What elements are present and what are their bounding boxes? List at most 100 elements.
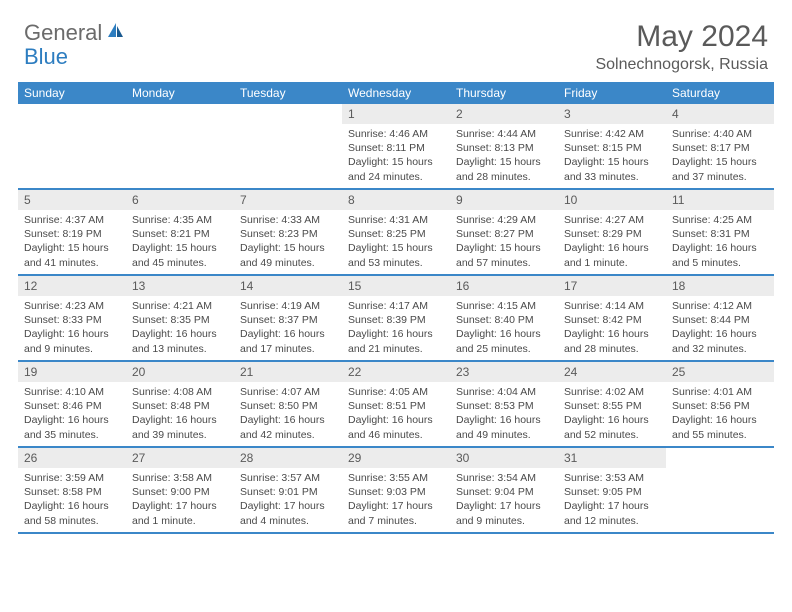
sunset-text: Sunset: 8:51 PM (348, 399, 444, 413)
daylight-text: Daylight: 16 hours and 39 minutes. (132, 413, 228, 441)
day-header-sun: Sunday (18, 82, 126, 104)
day-info: Sunrise: 3:58 AMSunset: 9:00 PMDaylight:… (126, 468, 234, 532)
day-cell (234, 104, 342, 188)
sunset-text: Sunset: 9:05 PM (564, 485, 660, 499)
day-number: 2 (450, 104, 558, 124)
daylight-text: Daylight: 16 hours and 32 minutes. (672, 327, 768, 355)
day-number: 27 (126, 448, 234, 468)
day-info: Sunrise: 4:04 AMSunset: 8:53 PMDaylight:… (450, 382, 558, 446)
day-info: Sunrise: 4:17 AMSunset: 8:39 PMDaylight:… (342, 296, 450, 360)
sunrise-text: Sunrise: 3:57 AM (240, 471, 336, 485)
sunset-text: Sunset: 9:00 PM (132, 485, 228, 499)
day-header-thu: Thursday (450, 82, 558, 104)
week-row: 19Sunrise: 4:10 AMSunset: 8:46 PMDayligh… (18, 362, 774, 448)
day-number: 25 (666, 362, 774, 382)
sunset-text: Sunset: 8:23 PM (240, 227, 336, 241)
day-info: Sunrise: 4:33 AMSunset: 8:23 PMDaylight:… (234, 210, 342, 274)
day-cell: 28Sunrise: 3:57 AMSunset: 9:01 PMDayligh… (234, 448, 342, 532)
daylight-text: Daylight: 15 hours and 28 minutes. (456, 155, 552, 183)
day-info: Sunrise: 4:07 AMSunset: 8:50 PMDaylight:… (234, 382, 342, 446)
brand-text-1: General (24, 20, 102, 46)
brand-text-2: Blue (24, 44, 68, 69)
sunrise-text: Sunrise: 4:14 AM (564, 299, 660, 313)
day-number: 26 (18, 448, 126, 468)
day-cell: 6Sunrise: 4:35 AMSunset: 8:21 PMDaylight… (126, 190, 234, 274)
day-cell: 7Sunrise: 4:33 AMSunset: 8:23 PMDaylight… (234, 190, 342, 274)
daylight-text: Daylight: 16 hours and 55 minutes. (672, 413, 768, 441)
daylight-text: Daylight: 15 hours and 37 minutes. (672, 155, 768, 183)
sunrise-text: Sunrise: 4:17 AM (348, 299, 444, 313)
daylight-text: Daylight: 17 hours and 9 minutes. (456, 499, 552, 527)
sunrise-text: Sunrise: 4:25 AM (672, 213, 768, 227)
day-number: 21 (234, 362, 342, 382)
sunset-text: Sunset: 8:56 PM (672, 399, 768, 413)
sunrise-text: Sunrise: 4:15 AM (456, 299, 552, 313)
day-cell: 15Sunrise: 4:17 AMSunset: 8:39 PMDayligh… (342, 276, 450, 360)
day-number: 17 (558, 276, 666, 296)
day-number: 16 (450, 276, 558, 296)
sunset-text: Sunset: 8:11 PM (348, 141, 444, 155)
day-cell: 20Sunrise: 4:08 AMSunset: 8:48 PMDayligh… (126, 362, 234, 446)
sunset-text: Sunset: 8:35 PM (132, 313, 228, 327)
sunset-text: Sunset: 8:39 PM (348, 313, 444, 327)
day-number: 23 (450, 362, 558, 382)
day-info: Sunrise: 4:44 AMSunset: 8:13 PMDaylight:… (450, 124, 558, 188)
day-cell: 1Sunrise: 4:46 AMSunset: 8:11 PMDaylight… (342, 104, 450, 188)
sunrise-text: Sunrise: 4:07 AM (240, 385, 336, 399)
day-info: Sunrise: 3:53 AMSunset: 9:05 PMDaylight:… (558, 468, 666, 532)
day-info: Sunrise: 4:35 AMSunset: 8:21 PMDaylight:… (126, 210, 234, 274)
daylight-text: Daylight: 16 hours and 42 minutes. (240, 413, 336, 441)
daylight-text: Daylight: 15 hours and 45 minutes. (132, 241, 228, 269)
daylight-text: Daylight: 15 hours and 41 minutes. (24, 241, 120, 269)
sunset-text: Sunset: 8:50 PM (240, 399, 336, 413)
day-cell: 12Sunrise: 4:23 AMSunset: 8:33 PMDayligh… (18, 276, 126, 360)
day-info: Sunrise: 4:14 AMSunset: 8:42 PMDaylight:… (558, 296, 666, 360)
sunset-text: Sunset: 8:58 PM (24, 485, 120, 499)
week-row: 5Sunrise: 4:37 AMSunset: 8:19 PMDaylight… (18, 190, 774, 276)
sunset-text: Sunset: 9:01 PM (240, 485, 336, 499)
day-info: Sunrise: 4:01 AMSunset: 8:56 PMDaylight:… (666, 382, 774, 446)
title-block: May 2024 Solnechnogorsk, Russia (595, 20, 768, 74)
day-cell: 21Sunrise: 4:07 AMSunset: 8:50 PMDayligh… (234, 362, 342, 446)
day-number: 12 (18, 276, 126, 296)
sunrise-text: Sunrise: 4:37 AM (24, 213, 120, 227)
day-number: 22 (342, 362, 450, 382)
location-label: Solnechnogorsk, Russia (595, 56, 768, 74)
sunrise-text: Sunrise: 3:55 AM (348, 471, 444, 485)
week-row: 1Sunrise: 4:46 AMSunset: 8:11 PMDaylight… (18, 104, 774, 190)
day-cell: 2Sunrise: 4:44 AMSunset: 8:13 PMDaylight… (450, 104, 558, 188)
day-number: 28 (234, 448, 342, 468)
day-info: Sunrise: 4:46 AMSunset: 8:11 PMDaylight:… (342, 124, 450, 188)
sunrise-text: Sunrise: 4:19 AM (240, 299, 336, 313)
daylight-text: Daylight: 15 hours and 33 minutes. (564, 155, 660, 183)
day-cell: 14Sunrise: 4:19 AMSunset: 8:37 PMDayligh… (234, 276, 342, 360)
daylight-text: Daylight: 16 hours and 1 minute. (564, 241, 660, 269)
day-number: 14 (234, 276, 342, 296)
day-info: Sunrise: 4:37 AMSunset: 8:19 PMDaylight:… (18, 210, 126, 274)
sunset-text: Sunset: 8:40 PM (456, 313, 552, 327)
day-number: 18 (666, 276, 774, 296)
day-cell: 19Sunrise: 4:10 AMSunset: 8:46 PMDayligh… (18, 362, 126, 446)
day-info: Sunrise: 4:15 AMSunset: 8:40 PMDaylight:… (450, 296, 558, 360)
day-cell: 27Sunrise: 3:58 AMSunset: 9:00 PMDayligh… (126, 448, 234, 532)
sunset-text: Sunset: 8:27 PM (456, 227, 552, 241)
daylight-text: Daylight: 15 hours and 24 minutes. (348, 155, 444, 183)
sunset-text: Sunset: 8:29 PM (564, 227, 660, 241)
daylight-text: Daylight: 16 hours and 52 minutes. (564, 413, 660, 441)
day-number: 10 (558, 190, 666, 210)
sunrise-text: Sunrise: 4:46 AM (348, 127, 444, 141)
daylight-text: Daylight: 17 hours and 12 minutes. (564, 499, 660, 527)
day-cell: 25Sunrise: 4:01 AMSunset: 8:56 PMDayligh… (666, 362, 774, 446)
day-number: 11 (666, 190, 774, 210)
day-number: 8 (342, 190, 450, 210)
sunset-text: Sunset: 8:44 PM (672, 313, 768, 327)
day-number: 19 (18, 362, 126, 382)
sunrise-text: Sunrise: 4:08 AM (132, 385, 228, 399)
day-cell: 23Sunrise: 4:04 AMSunset: 8:53 PMDayligh… (450, 362, 558, 446)
day-cell: 9Sunrise: 4:29 AMSunset: 8:27 PMDaylight… (450, 190, 558, 274)
day-info: Sunrise: 3:54 AMSunset: 9:04 PMDaylight:… (450, 468, 558, 532)
day-cell: 5Sunrise: 4:37 AMSunset: 8:19 PMDaylight… (18, 190, 126, 274)
day-cell: 30Sunrise: 3:54 AMSunset: 9:04 PMDayligh… (450, 448, 558, 532)
day-cell: 31Sunrise: 3:53 AMSunset: 9:05 PMDayligh… (558, 448, 666, 532)
weeks-container: 1Sunrise: 4:46 AMSunset: 8:11 PMDaylight… (18, 104, 774, 534)
